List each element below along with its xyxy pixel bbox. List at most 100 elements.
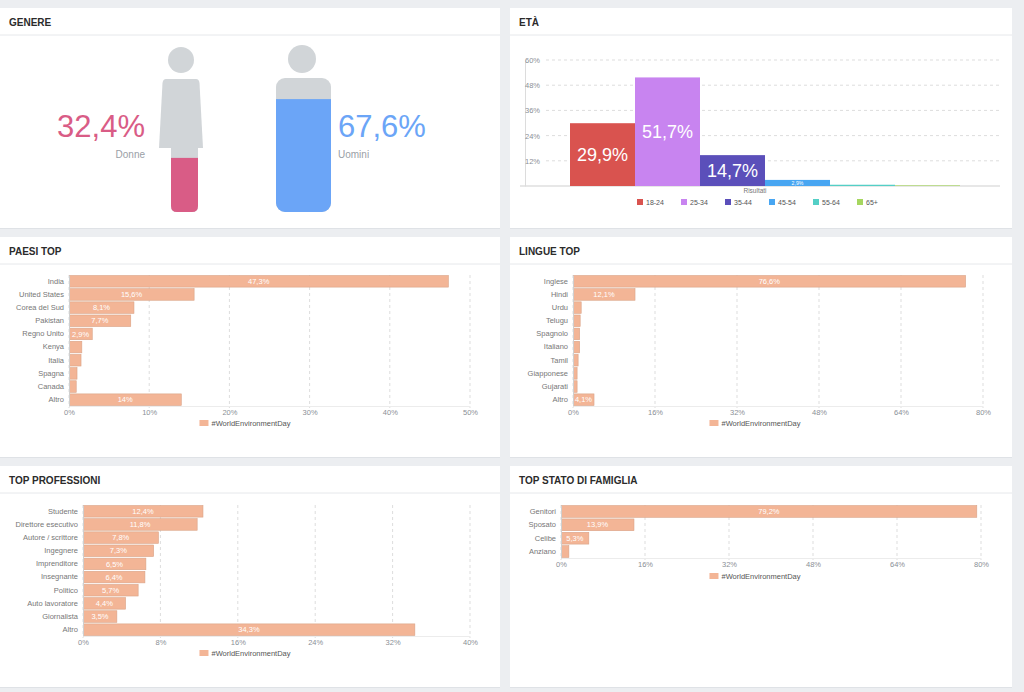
x-axis-tick-label: 40% bbox=[463, 638, 478, 647]
y-axis-tick-label: Genitori bbox=[530, 507, 557, 516]
grid-line bbox=[389, 275, 390, 408]
data-label: 8,1% bbox=[93, 303, 110, 312]
grid-line bbox=[573, 275, 574, 408]
x-axis-tick: 32% bbox=[722, 558, 737, 569]
y-axis-tick-label: Telugu bbox=[546, 316, 568, 325]
y-axis-tick-label: Altro bbox=[63, 625, 78, 634]
bar bbox=[69, 381, 76, 393]
legend-swatch bbox=[857, 199, 863, 205]
x-axis-tick: 20% bbox=[222, 406, 237, 417]
y-axis-tick: Autore / scrittore bbox=[23, 533, 83, 542]
y-axis-tick: Pakistan bbox=[35, 316, 69, 325]
legend-swatch bbox=[637, 199, 643, 205]
y-axis-tick: Direttore esecutivo bbox=[15, 520, 83, 529]
bar bbox=[83, 624, 415, 636]
grid-line bbox=[983, 275, 984, 408]
data-label: 3,5% bbox=[91, 612, 108, 621]
y-axis-tick-label: 60% bbox=[525, 56, 540, 65]
grid-line bbox=[392, 505, 393, 638]
y-axis-tick-label: Ingegnere bbox=[44, 546, 78, 555]
legend-swatch bbox=[709, 420, 718, 426]
figure bbox=[274, 45, 333, 212]
y-axis-tick-label: Italia bbox=[48, 356, 65, 365]
x-axis-tick: 0% bbox=[556, 558, 567, 569]
legend-label: 18-24 bbox=[646, 199, 664, 206]
x-axis-line bbox=[84, 636, 471, 637]
x-axis-tick: 48% bbox=[812, 406, 827, 417]
y-axis-tick: 48% bbox=[525, 81, 540, 90]
x-axis-tick: 48% bbox=[806, 558, 821, 569]
silhouette-part bbox=[159, 79, 203, 148]
figure-fill bbox=[157, 158, 205, 212]
grid-line bbox=[470, 275, 471, 408]
x-axis-tick-label: 30% bbox=[303, 408, 318, 417]
x-axis-tick-label: 32% bbox=[386, 638, 401, 647]
panel: TOP STATO DI FAMIGLIA0%16%32%48%64%80%Ge… bbox=[510, 466, 1012, 688]
grid-line bbox=[237, 505, 238, 638]
data-label: 34,3% bbox=[238, 625, 260, 634]
card bbox=[510, 466, 1012, 687]
x-axis-tick-label: 64% bbox=[890, 560, 905, 569]
legend-item: 35-44 bbox=[725, 199, 752, 206]
y-axis-line bbox=[573, 276, 574, 407]
x-axis-tick: 8% bbox=[155, 636, 166, 647]
y-axis-tick: Gujarati bbox=[542, 382, 573, 391]
y-axis-tick-label: Studente bbox=[48, 507, 78, 516]
grid-line bbox=[561, 505, 562, 560]
header-divider bbox=[0, 35, 500, 36]
y-axis-tick: Italia bbox=[48, 356, 69, 365]
legend-swatch bbox=[199, 650, 208, 656]
card-shadow bbox=[0, 238, 500, 458]
y-axis-tick-label: 12% bbox=[525, 157, 540, 166]
legend: #WorldEnvironmentDay bbox=[199, 649, 290, 658]
data-label: 2,9% bbox=[792, 180, 804, 186]
legend-label: 25-34 bbox=[690, 199, 708, 206]
x-axis-tick-label: 16% bbox=[638, 560, 653, 569]
x-axis-tick: 40% bbox=[383, 406, 398, 417]
y-axis-tick: Corea del Sud bbox=[16, 303, 69, 312]
y-axis-tick: 24% bbox=[525, 132, 540, 141]
bar bbox=[561, 519, 634, 531]
x-axis-tick-label: 10% bbox=[142, 408, 157, 417]
legend-swatch bbox=[199, 420, 208, 426]
bar bbox=[561, 506, 977, 518]
data-label: 12,4% bbox=[132, 507, 154, 516]
x-axis-tick: 16% bbox=[638, 558, 653, 569]
x-axis-tick-label: 32% bbox=[722, 560, 737, 569]
card-shadow bbox=[510, 238, 1012, 458]
y-axis-tick-label: Giornalista bbox=[42, 612, 79, 621]
data-label: 5,7% bbox=[102, 586, 119, 595]
x-axis-tick-label: 8% bbox=[155, 638, 166, 647]
x-axis-tick-label: 64% bbox=[894, 408, 909, 417]
y-axis-tick-label: Pakistan bbox=[35, 316, 64, 325]
header-divider bbox=[0, 264, 500, 265]
data-label: 7,3% bbox=[110, 546, 127, 555]
bar bbox=[83, 558, 146, 570]
y-axis-tick: Tamil bbox=[550, 356, 573, 365]
header-divider bbox=[510, 493, 1012, 494]
y-axis-tick: United States bbox=[19, 290, 69, 299]
y-axis-tick: Studente bbox=[48, 507, 83, 516]
grid-line bbox=[69, 275, 70, 408]
y-axis-tick-label: United States bbox=[19, 290, 64, 299]
y-axis-line bbox=[69, 276, 70, 407]
x-axis-tick: 80% bbox=[976, 406, 991, 417]
y-axis-tick-label: Inglese bbox=[544, 277, 568, 286]
y-axis-tick: Hindi bbox=[551, 290, 573, 299]
panel-title: GENERE bbox=[9, 17, 52, 28]
card bbox=[510, 8, 1012, 228]
x-axis-tick-label: 0% bbox=[568, 408, 579, 417]
y-axis-tick-label: Celibe bbox=[535, 534, 556, 543]
x-axis-tick: 32% bbox=[730, 406, 745, 417]
card bbox=[510, 237, 1012, 457]
bar bbox=[830, 185, 895, 186]
y-axis-tick-label: Gujarati bbox=[542, 382, 569, 391]
figure-fill bbox=[274, 99, 333, 212]
grid bbox=[83, 505, 470, 638]
x-axis-tick-label: 48% bbox=[806, 560, 821, 569]
y-axis-tick: India bbox=[48, 277, 69, 286]
x-axis-tick: 50% bbox=[463, 406, 478, 417]
y-axis-tick: Sposato bbox=[528, 520, 561, 529]
x-axis-tick: 40% bbox=[463, 636, 478, 647]
y-axis-tick: Regno Unito bbox=[22, 329, 69, 338]
